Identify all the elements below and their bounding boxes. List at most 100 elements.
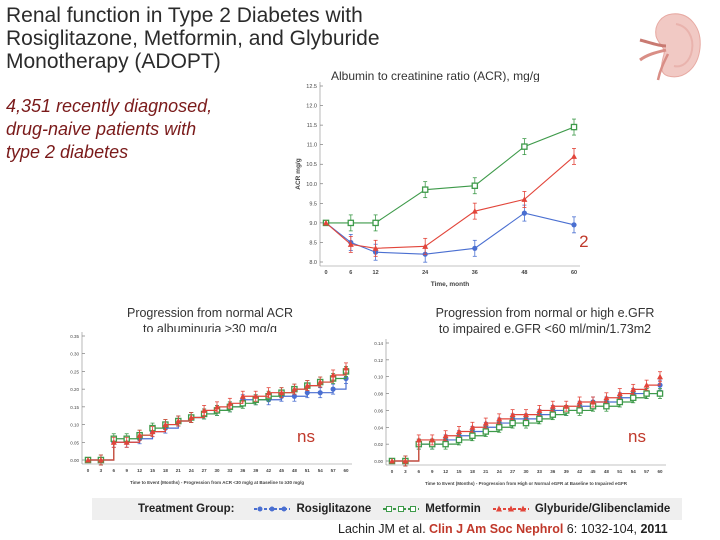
y-tick-label: 0.06 — [374, 408, 383, 413]
egfr-step-chart: 0.000.020.040.060.080.100.120.140 3 6 9 12 15… — [366, 339, 666, 486]
data-point-rosiglitazone — [330, 386, 336, 392]
data-point-metformin — [482, 428, 490, 435]
y-tick-label: 0.04 — [374, 425, 383, 430]
data-point-glyburide — [149, 428, 156, 435]
citation: Lachin JM et al. Clin J Am Soc Nephrol 6… — [338, 522, 668, 536]
x-tick-label: 51 — [617, 469, 623, 474]
y-tick-label: 0.25 — [70, 369, 79, 374]
x-tick-label: 27 — [202, 468, 208, 473]
data-point-metformin — [469, 432, 476, 439]
legend-item-glyburide: Glyburide/Glibenclamide — [491, 503, 670, 515]
citation-journal: Clin J Am Soc Nephrol — [429, 522, 564, 536]
data-point-glyburide — [415, 436, 422, 443]
data-point-metformin — [495, 424, 503, 431]
x-tick-label: 12 — [137, 468, 143, 473]
x-tick-label: 15 — [150, 468, 156, 473]
data-point-rosiglitazone — [291, 393, 297, 399]
x-tick-label: 12 — [443, 469, 449, 474]
y-tick-label: 9.0 — [309, 221, 317, 227]
data-point-metformin — [442, 440, 449, 448]
data-point-glyburide — [304, 382, 311, 389]
acr-chart-caption: Albumin to creatinine ratio (ACR), mg/g — [331, 69, 540, 83]
legend-item-rosiglitazone: Rosiglitazone — [252, 503, 371, 515]
data-point-glyburide — [291, 386, 298, 392]
y-axis-label: Cumulative % of Patients — [62, 371, 63, 425]
x-tick-label: 18 — [470, 469, 476, 474]
x-tick-label: 6 — [113, 468, 116, 473]
data-point-glyburide — [97, 457, 104, 463]
data-point-glyburide — [123, 439, 130, 445]
x-tick-label: 48 — [521, 270, 527, 276]
data-point-metformin — [455, 436, 463, 444]
x-tick-label: 39 — [253, 468, 259, 473]
y-tick-label: 8.5 — [309, 240, 317, 246]
data-point-metformin — [522, 419, 530, 427]
kidney-icon — [639, 13, 701, 81]
y-tick-label: 0.02 — [374, 442, 383, 447]
glyburide-marker-icon — [492, 505, 529, 512]
ns-label-albuminuria: ns — [297, 427, 315, 446]
citation-authors: Lachin JM et al. — [338, 522, 426, 536]
series-glyburide — [323, 148, 577, 257]
data-point-glyburide — [85, 457, 91, 463]
x-tick-label: 42 — [577, 469, 583, 474]
rosiglitazone-marker-icon — [254, 506, 291, 512]
citation-volume: 6: 1032-104, — [566, 522, 637, 536]
data-point-glyburide — [657, 373, 663, 380]
y-tick-label: 0.14 — [374, 341, 383, 346]
data-point-metformin — [372, 219, 379, 227]
x-tick-label: 27 — [510, 469, 516, 474]
x-tick-label: 0 — [87, 468, 90, 473]
x-tick-label: 6 — [418, 469, 421, 474]
data-point-metformin — [629, 394, 637, 402]
data-point-glyburide — [214, 403, 220, 410]
x-tick-label: 0 — [391, 469, 394, 474]
data-point-metformin — [471, 182, 479, 189]
ns-label-egfr: ns — [628, 427, 646, 446]
y-tick-label: 11.5 — [307, 123, 317, 129]
data-point-glyburide — [603, 394, 610, 401]
data-point-glyburide — [616, 390, 623, 397]
x-tick-label: 36 — [550, 469, 556, 474]
y-tick-label: 12.5 — [306, 84, 317, 90]
x-tick-label: 60 — [571, 270, 577, 276]
x-axis-label: Time to Event (Months) - Progression fro… — [425, 481, 628, 486]
x-tick-label: 12 — [373, 270, 379, 276]
x-tick-label: 30 — [523, 469, 529, 474]
title-line-2: Rosiglitazone, Metformin, and Glyburide — [6, 27, 380, 50]
legend-item-metformin: Metformin — [381, 503, 481, 515]
data-point-glyburide — [523, 411, 529, 418]
subtitle-line-2: drug-naive patients with — [6, 119, 197, 139]
x-tick-label: 24 — [497, 469, 503, 474]
y-tick-label: 12.0 — [306, 104, 317, 110]
legend-title: Treatment Group: — [138, 503, 235, 515]
data-point-glyburide — [630, 386, 637, 392]
metformin-marker-icon — [383, 506, 420, 512]
data-point-glyburide — [469, 424, 476, 430]
data-point-glyburide — [576, 399, 583, 405]
title-line-3: Monotherapy (ADOPT) — [6, 50, 221, 73]
data-point-metformin — [643, 390, 650, 397]
data-point-glyburide — [521, 196, 528, 202]
data-point-glyburide — [372, 245, 379, 251]
y-axis-label: Cumulative % of Patients — [366, 375, 367, 429]
data-point-glyburide — [162, 421, 169, 428]
y-tick-label: 0.10 — [374, 375, 383, 380]
x-tick-label: 33 — [537, 469, 543, 474]
y-tick-label: 0.15 — [70, 405, 79, 410]
x-tick-label: 9 — [431, 469, 434, 474]
caption-egfr: Progression from normal or high e.GFR to… — [400, 305, 690, 337]
data-point-glyburide — [317, 379, 324, 385]
x-tick-label: 45 — [279, 468, 285, 473]
data-point-metformin — [656, 390, 664, 397]
y-tick-label: 9.5 — [309, 201, 317, 207]
plot-area — [320, 82, 580, 266]
data-point-rosiglitazone — [304, 390, 310, 396]
data-point-glyburide — [482, 420, 489, 426]
slide-title: Renal function in Type 2 Diabetes with R… — [6, 4, 446, 73]
citation-year: 2011 — [640, 522, 668, 536]
x-tick-label: 60 — [657, 469, 663, 474]
x-tick-label: 54 — [318, 468, 324, 473]
data-point-glyburide — [509, 411, 516, 418]
x-tick-label: 45 — [590, 469, 596, 474]
